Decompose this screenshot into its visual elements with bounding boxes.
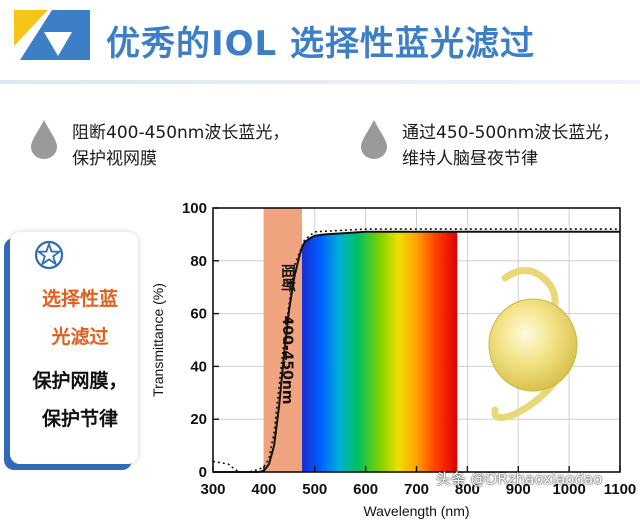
- feature-block-left: 阻断400-450nm波长蓝光， 保护视网膜: [28, 116, 328, 176]
- header-divider: [0, 80, 640, 84]
- x-tick-label: 600: [353, 481, 378, 498]
- blocked-band-label: 阻断: [279, 264, 296, 292]
- x-tick-label: 1100: [604, 481, 637, 498]
- feature-line: 保护视网膜: [72, 149, 157, 169]
- iol-lens-illustration: [488, 267, 578, 422]
- feature-block-right: 通过450-500nm波长蓝光， 维持人脑昼夜节律: [358, 116, 638, 176]
- card-line: 保护网膜，: [32, 370, 128, 392]
- transmittance-chart: 300 400 500 600 700 800 900 1000 1100 0 20 40 60 80 10…: [145, 190, 640, 525]
- feature-text: 阻断400-450nm波长蓝光， 保护视网膜: [72, 120, 289, 172]
- watermark: 头条 @DRzhaoxiaodao: [436, 470, 603, 488]
- x-tick-label: 900: [506, 481, 531, 498]
- y-tick-label: 20: [190, 411, 207, 428]
- feature-line: 维持人脑昼夜节律: [402, 149, 538, 169]
- card-line: 保护节律: [41, 408, 118, 430]
- feature-text: 通过450-500nm波长蓝光， 维持人脑昼夜节律: [402, 120, 619, 172]
- y-tick-label: 60: [190, 306, 207, 323]
- x-tick-label: 700: [404, 481, 429, 498]
- star-emblem-icon: [34, 240, 64, 270]
- logo-icon: [14, 10, 90, 60]
- y-tick-label: 80: [190, 253, 207, 270]
- y-tick-label: 100: [182, 200, 207, 217]
- y-tick-label: 40: [190, 358, 207, 375]
- highlight-card: 选择性蓝 光滤过 保护网膜， 保护节律: [10, 232, 138, 464]
- chart-canvas: 300 400 500 600 700 800 900 1000 1100 0 20 40 60 80 10…: [145, 190, 640, 525]
- card-line: 光滤过: [51, 326, 109, 348]
- y-axis-label: Transmittance (%): [150, 283, 166, 397]
- x-axis-label: Wavelength (nm): [363, 503, 469, 519]
- feature-line: 通过450-500nm波长蓝光，: [402, 123, 620, 143]
- card-line: 选择性蓝: [41, 288, 118, 310]
- x-tick-label: 400: [251, 481, 276, 498]
- header: 优秀的IOL 选择性蓝光滤过: [0, 0, 640, 84]
- blocked-band-label: 400-450nm: [279, 316, 295, 405]
- x-tick-label: 500: [302, 481, 327, 498]
- page-title: 优秀的IOL 选择性蓝光滤过: [106, 24, 536, 64]
- spectrum-fill: [302, 231, 458, 472]
- y-tick-label: 0: [199, 464, 207, 481]
- x-tick-label: 800: [455, 481, 480, 498]
- drop-icon: [31, 120, 57, 159]
- x-tick-label: 1000: [552, 481, 585, 498]
- x-tick-label: 300: [200, 481, 225, 498]
- blocked-band: [263, 208, 303, 472]
- feature-line: 阻断400-450nm波长蓝光，: [72, 123, 290, 143]
- drop-icon: [361, 120, 387, 159]
